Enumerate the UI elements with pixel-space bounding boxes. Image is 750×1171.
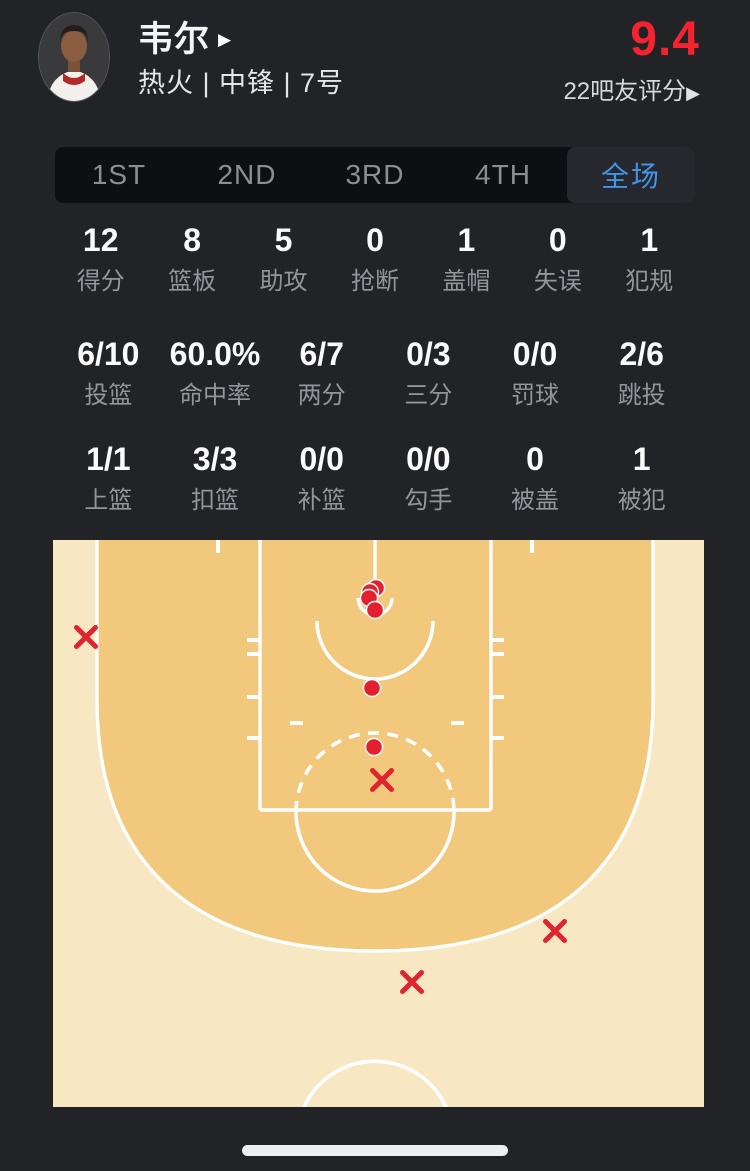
stat-value: 1 [632,441,651,477]
stat-label: 助攻 [259,268,308,295]
stat-fouled: 1 被犯 [588,438,695,518]
stat-value: 12 [82,222,119,258]
stats-row-basic: 12 得分 8 篮板 5 助攻 0 抢断 1 盖帽 0 失误 1 犯规 [55,219,695,299]
stat-value: 60.0% [169,336,261,372]
stat-label: 扣篮 [191,487,239,514]
free-throw-circle-dashed [294,731,456,813]
stat-2pt: 6/7 两分 [268,333,375,413]
baseline-ticks [216,540,534,553]
stat-fouls: 1 犯规 [604,219,695,299]
chevron-right-icon: ▶ [218,30,233,49]
missed-shot-marker [370,768,394,792]
stat-value: 6/10 [77,336,140,372]
made-shot-marker [365,600,385,620]
home-indicator[interactable] [242,1145,508,1156]
missed-shot-marker [74,625,98,649]
stat-value: 0 [548,222,567,258]
stat-label: 投篮 [84,382,133,409]
restricted-area-arc [315,620,435,681]
player-avatar-image [39,13,109,101]
stat-value: 1/1 [86,441,131,477]
stat-putback: 0/0 补篮 [268,438,375,518]
stat-label: 篮板 [168,268,217,295]
stat-turnovers: 0 失误 [512,219,603,299]
stat-label: 盖帽 [442,268,491,295]
stat-value: 6/7 [299,336,344,372]
stat-value: 0/0 [299,441,344,477]
player-name: 韦尔 [138,20,211,59]
stat-value: 0/0 [512,336,558,372]
stats-row-shot-types: 1/1 上篮 3/3 扣篮 0/0 补篮 0/0 勾手 0 被盖 1 被犯 [55,438,695,518]
tab-2nd[interactable]: 2ND [217,159,277,190]
stat-3pt: 0/3 三分 [375,333,482,413]
rating-caption: 22吧友评分 [563,78,687,105]
stat-value: 3/3 [192,441,238,477]
stats-row-shooting: 6/10 投篮 60.0% 命中率 6/7 两分 0/3 三分 0/0 罚球 2… [55,333,695,413]
stat-fg-pct: 60.0% 命中率 [162,333,269,413]
stat-label: 被犯 [617,487,666,514]
stat-value: 2/6 [619,336,664,372]
stat-value: 0 [366,222,384,258]
stat-fg: 6/10 投篮 [55,333,162,413]
stat-blocks: 1 盖帽 [421,219,512,299]
center-circle-arc [302,1059,448,1107]
stat-ft: 0/0 罚球 [482,333,589,413]
stat-hook: 0/0 勾手 [375,438,482,518]
stat-label: 得分 [76,268,125,295]
player-name-link[interactable]: 韦尔 ▶ [138,18,232,62]
player-team-info: 热火 | 中锋 | 7号 [138,68,345,98]
stat-value: 5 [274,222,293,258]
stat-rebounds: 8 篮板 [146,219,237,299]
stat-value: 0/3 [406,336,451,372]
missed-shot-marker [400,970,424,994]
stat-label: 罚球 [511,382,560,409]
quarter-tabbar: 1ST 2ND 3RD 4TH 全场 [55,147,695,203]
shot-chart-svg [53,540,704,1107]
stat-label: 犯规 [625,268,674,295]
stat-value: 0/0 [406,441,451,477]
free-throw-circle-solid [294,811,456,893]
shot-chart [53,540,704,1107]
tab-full-game[interactable]: 全场 [567,147,695,203]
stat-points: 12 得分 [55,219,146,299]
tab-3rd[interactable]: 3RD [345,159,405,190]
made-shot-marker [362,678,382,698]
tab-4th[interactable]: 4TH [475,159,531,190]
stat-value: 1 [457,222,476,258]
stat-got-blocked: 0 被盖 [482,438,589,518]
stat-steals: 0 抢断 [329,219,420,299]
lane-hash-marks [247,638,504,740]
stat-label: 两分 [297,382,346,409]
stat-label: 补篮 [297,487,346,514]
stat-label: 被盖 [511,487,560,514]
stat-dunk: 3/3 扣篮 [162,438,269,518]
missed-shot-marker [543,919,567,943]
stat-value: 0 [526,441,544,477]
rating-caption-link[interactable]: 22吧友评分▶ [563,76,700,109]
stat-value: 8 [183,222,202,258]
stat-assists: 5 助攻 [238,219,329,299]
lane-lines [258,540,493,812]
stat-label: 跳投 [617,382,666,409]
stat-label: 上篮 [84,487,133,514]
stat-label: 抢断 [350,268,399,295]
made-shot-marker [364,737,384,757]
stat-label: 命中率 [179,382,251,409]
stat-label: 失误 [533,268,582,295]
stat-label: 三分 [404,382,453,409]
stat-value: 1 [640,222,659,258]
stat-layup: 1/1 上篮 [55,438,162,518]
stat-jumpshot: 2/6 跳投 [588,333,695,413]
three-point-line [95,540,655,953]
player-avatar[interactable] [38,12,110,102]
stat-label: 勾手 [404,487,453,514]
chevron-right-icon: ▶ [686,83,700,103]
rating-value: 9.4 [630,13,700,66]
tab-1st[interactable]: 1ST [91,159,147,190]
